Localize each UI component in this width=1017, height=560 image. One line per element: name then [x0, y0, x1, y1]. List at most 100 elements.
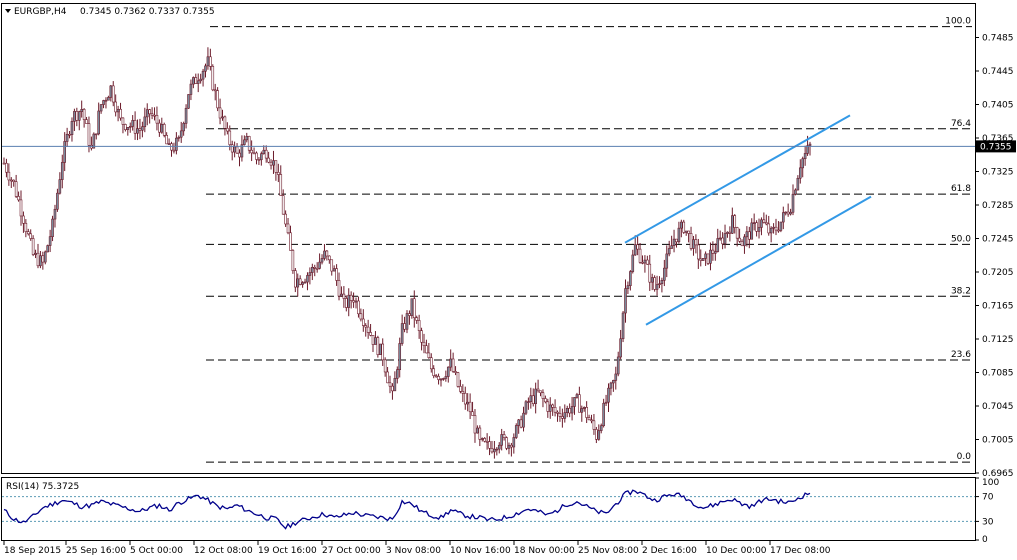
- candle-body: [213, 89, 217, 92]
- candle-body: [145, 109, 149, 118]
- candle-body: [412, 298, 416, 319]
- candle-body: [721, 237, 724, 245]
- candle-body: [585, 407, 588, 418]
- candle-body: [694, 239, 698, 246]
- candle-body: [68, 133, 71, 136]
- candle-body: [755, 222, 758, 232]
- candle-body: [408, 313, 411, 316]
- candle-body: [240, 144, 244, 158]
- candle-body: [260, 153, 263, 161]
- candle-body: [398, 343, 402, 371]
- candle-body: [126, 127, 130, 130]
- candle-body: [687, 230, 690, 234]
- candle-body: [517, 419, 520, 426]
- candle-body: [311, 267, 314, 273]
- candle-body: [429, 357, 433, 370]
- candle-body: [175, 137, 178, 151]
- candle-body: [116, 108, 120, 113]
- current-price-box: [976, 140, 1016, 153]
- candle-body: [493, 448, 496, 453]
- candle-body: [298, 278, 302, 285]
- candle-body: [342, 293, 346, 299]
- candle-body: [614, 373, 618, 381]
- symbol-marker-icon: [5, 9, 11, 13]
- candle-body: [272, 160, 275, 166]
- candle-body: [85, 119, 88, 124]
- candle-body: [2, 162, 6, 165]
- candle-body: [502, 434, 506, 438]
- candle-body: [466, 401, 469, 405]
- candle-body: [121, 117, 125, 125]
- channel-lines: [624, 114, 872, 326]
- time-tick-label: 25 Nov 08:00: [578, 546, 639, 556]
- candle-body: [446, 366, 450, 377]
- candle-body: [578, 394, 581, 413]
- candle-body: [347, 294, 351, 308]
- price-tick-label: 0.7245: [982, 235, 1014, 245]
- candle-body: [226, 128, 229, 132]
- candle-body: [769, 227, 773, 234]
- candle-body: [7, 171, 11, 181]
- candle-body: [680, 221, 683, 229]
- candle-body: [536, 388, 540, 392]
- candle-body: [663, 267, 666, 281]
- fib-level-label: 50.0: [951, 234, 971, 244]
- candle-body: [262, 149, 266, 155]
- rsi-plot: 100 70 30 0: [2, 477, 999, 545]
- candle-body: [765, 222, 768, 225]
- candle-body: [325, 250, 329, 257]
- candle-body: [335, 268, 338, 281]
- candle-body: [561, 416, 564, 419]
- candle-body: [320, 258, 324, 263]
- candle-body: [531, 395, 535, 404]
- price-tick-label: 0.7005: [982, 436, 1014, 446]
- price-tick-label: 0.7325: [982, 168, 1014, 178]
- candle-body: [740, 241, 744, 247]
- candle-body: [313, 267, 317, 269]
- price-tick-label: 0.7405: [982, 101, 1014, 111]
- candle-body: [563, 412, 567, 419]
- time-tick-label: 10 Nov 16:00: [450, 546, 511, 556]
- candle-body: [17, 196, 20, 201]
- candle-body: [65, 133, 69, 142]
- fib-lines: 100.0 76.4 61.8 50.0 38.2 23.6 0.0: [206, 17, 972, 463]
- candle-body: [672, 238, 676, 246]
- candle-body: [752, 222, 756, 224]
- candle-body: [682, 221, 686, 233]
- price-panel: [1, 3, 976, 474]
- candle-body: [410, 298, 414, 316]
- candle-body: [590, 419, 593, 422]
- candle-body: [451, 358, 455, 372]
- candle-body: [124, 124, 127, 130]
- candle-body: [553, 407, 557, 413]
- candle-body: [318, 261, 321, 269]
- candle-body: [26, 231, 30, 235]
- candle-body: [187, 94, 190, 109]
- candle-body: [204, 65, 207, 72]
- price-tick-label: 0.7285: [982, 201, 1014, 211]
- candle-body: [786, 211, 790, 215]
- rsi-tick-label: 30: [982, 517, 994, 527]
- candle-body: [670, 245, 673, 249]
- candle-body: [665, 253, 669, 269]
- candle-body: [507, 444, 511, 449]
- candle-body: [420, 330, 423, 343]
- candle-body: [255, 152, 258, 160]
- candle-body: [519, 419, 523, 428]
- candle-body: [245, 136, 249, 141]
- candle-body: [31, 238, 35, 255]
- candle-body: [735, 227, 739, 239]
- candle-body: [294, 270, 297, 288]
- candle-body: [432, 368, 436, 377]
- candle-body: [189, 83, 193, 95]
- candle-body: [646, 259, 649, 265]
- candle-body: [599, 425, 603, 431]
- candle-body: [468, 401, 472, 413]
- candle-body: [723, 233, 727, 245]
- candle-body: [636, 244, 639, 250]
- candle-body: [699, 258, 703, 261]
- candle-body: [641, 262, 644, 264]
- candle-body: [296, 278, 300, 288]
- rsi-tick-label: 0: [982, 535, 988, 545]
- candle-body: [257, 159, 261, 161]
